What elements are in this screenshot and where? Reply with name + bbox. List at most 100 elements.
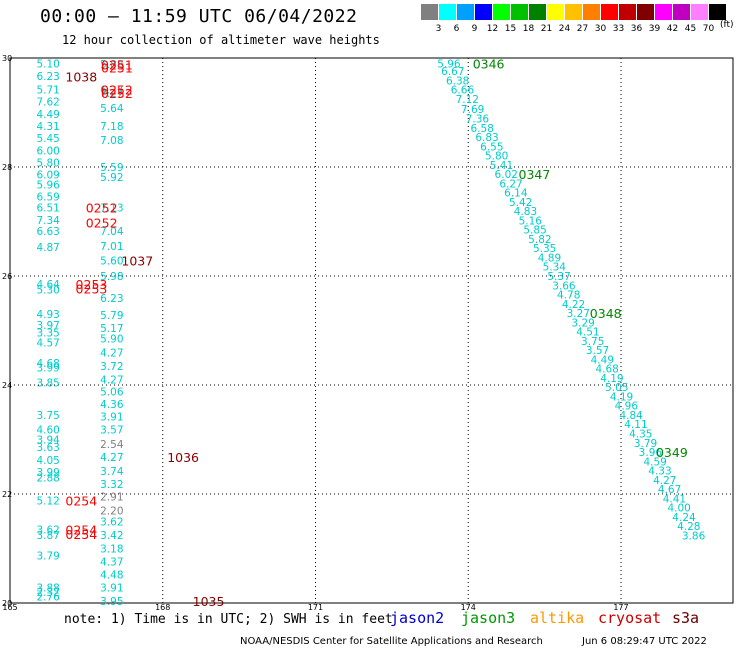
time-label: 0349	[656, 445, 688, 460]
wave-height-label: 3.62	[100, 516, 123, 528]
wave-height-label: 5.82	[528, 234, 551, 246]
time-label: 0254	[65, 527, 97, 542]
scale-swatch	[691, 4, 708, 20]
plot-grid	[9, 57, 734, 604]
wave-height-label: 6.02	[495, 169, 518, 181]
legend-cryosat: cryosat	[598, 609, 662, 627]
wave-height-label: 6.58	[471, 123, 494, 135]
scale-label: 39	[648, 24, 661, 34]
wave-height-label: 7.08	[100, 135, 123, 147]
wave-height-label: 4.41	[663, 493, 686, 505]
wave-height-label: 3.88	[36, 583, 59, 595]
wave-height-label: 3.75	[36, 410, 59, 422]
scale-label: 42	[666, 24, 679, 34]
wave-height-label: 7.27	[100, 88, 123, 100]
wave-height-label: 2.32	[36, 587, 59, 599]
wave-height-label: 4.35	[629, 429, 652, 441]
wave-height-label: 3.35	[36, 328, 59, 340]
y-tick-label: 30	[2, 54, 12, 63]
scale-label: 12	[486, 24, 499, 34]
wave-height-label: 7.34	[36, 215, 60, 227]
wave-height-label: 3.91	[100, 412, 123, 424]
wave-height-label: 5.34	[543, 262, 567, 274]
wave-height-label: 5.96	[36, 179, 60, 191]
time-label: 0251	[101, 58, 133, 73]
scale-swatch	[421, 4, 438, 20]
time-label: 0346	[473, 56, 505, 71]
wave-height-label: 4.87	[36, 242, 59, 254]
wave-height-label: 5.64	[100, 103, 124, 115]
wave-height-label: 4.24	[672, 512, 696, 524]
wave-height-label: 5.37	[547, 271, 570, 283]
legend-altika: altika	[530, 609, 585, 627]
wave-height-label: 3.75	[581, 336, 604, 348]
plot-frame	[9, 57, 734, 604]
wave-height-label: 5.80	[485, 151, 508, 163]
wave-height-label: 3.29	[571, 317, 594, 329]
wave-height-label: 3.94	[36, 435, 60, 447]
wave-height-label: 5.98	[100, 271, 123, 283]
wave-height-label: 4.78	[557, 290, 580, 302]
scale-swatch	[565, 4, 582, 20]
y-tick-label: 20	[2, 599, 12, 608]
x-tick-label: 171	[308, 603, 323, 610]
wave-height-label: 2.54	[100, 439, 124, 451]
wave-height-label: 4.67	[658, 484, 681, 496]
y-tick-label: 24	[2, 381, 12, 390]
time-label: 0253	[76, 282, 108, 297]
time-label: 1038	[65, 70, 97, 85]
wave-height-label: 4.05	[36, 455, 59, 467]
wave-height-label: 3.74	[100, 466, 124, 478]
scale-swatch	[601, 4, 618, 20]
wave-height-label: 6.59	[36, 191, 59, 203]
wave-height-label: 5.96	[437, 58, 461, 70]
wave-height-label: 3.85	[36, 377, 59, 389]
x-tick-label: 177	[613, 603, 628, 610]
scale-swatch	[637, 4, 654, 20]
scale-label: 18	[522, 24, 535, 34]
wave-height-label: 5.88	[100, 59, 123, 71]
wave-height-label: 4.28	[677, 521, 700, 533]
wave-height-label: 4.19	[610, 391, 633, 403]
wave-height-label: 3.27	[567, 308, 590, 320]
wave-height-label: 4.27	[100, 375, 123, 387]
wave-height-label: 4.27	[653, 475, 676, 487]
wave-height-label: 3.32	[100, 479, 123, 491]
wave-height-label: 4.64	[36, 279, 60, 291]
scale-label: 3	[435, 24, 442, 34]
scale-label: 6	[453, 24, 460, 34]
wave-height-label: 5.12	[36, 496, 59, 508]
chart-title: 00:00 — 11:59 UTC 06/04/2022	[40, 6, 358, 27]
wave-height-label: 3.86	[682, 530, 706, 542]
wave-height-label: 4.96	[615, 401, 639, 413]
wave-height-label: 6.00	[36, 146, 59, 158]
wave-height-label: 6.63	[36, 226, 59, 238]
x-tick-label: 174	[461, 603, 476, 610]
time-label: 0251	[101, 60, 133, 75]
wave-height-label: 5.60	[100, 256, 123, 268]
wave-height-label: 5.80	[36, 158, 59, 170]
wave-height-label: 4.89	[538, 252, 561, 264]
wave-height-label: 6.27	[499, 178, 522, 190]
wave-height-label: 7.01	[100, 241, 123, 253]
wave-height-label: 3.66	[552, 280, 576, 292]
wave-height-label: 2.91	[100, 492, 123, 504]
wave-height-label: 5.85	[523, 225, 546, 237]
scale-swatch	[511, 4, 528, 20]
wave-height-label: 6.67	[441, 66, 464, 78]
wave-height-label: 3.91	[100, 583, 123, 595]
wave-height-label: 4.68	[595, 364, 618, 376]
wave-height-label: 6.23	[100, 293, 123, 305]
wave-height-label: 5.79	[100, 310, 123, 322]
scale-swatch	[619, 4, 636, 20]
wave-height-label: 6.09	[36, 170, 59, 182]
wave-height-label: 5.30	[36, 285, 59, 297]
scale-swatch	[529, 4, 546, 20]
wave-height-label: 7.69	[461, 104, 484, 116]
wave-height-label: 5.92	[100, 172, 123, 184]
wave-height-label: 7.62	[36, 97, 59, 109]
wave-height-label: 4.00	[667, 503, 690, 515]
scale-label: 36	[630, 24, 643, 34]
time-labels: 0251025110380252025202520252103702530253…	[65, 56, 687, 608]
